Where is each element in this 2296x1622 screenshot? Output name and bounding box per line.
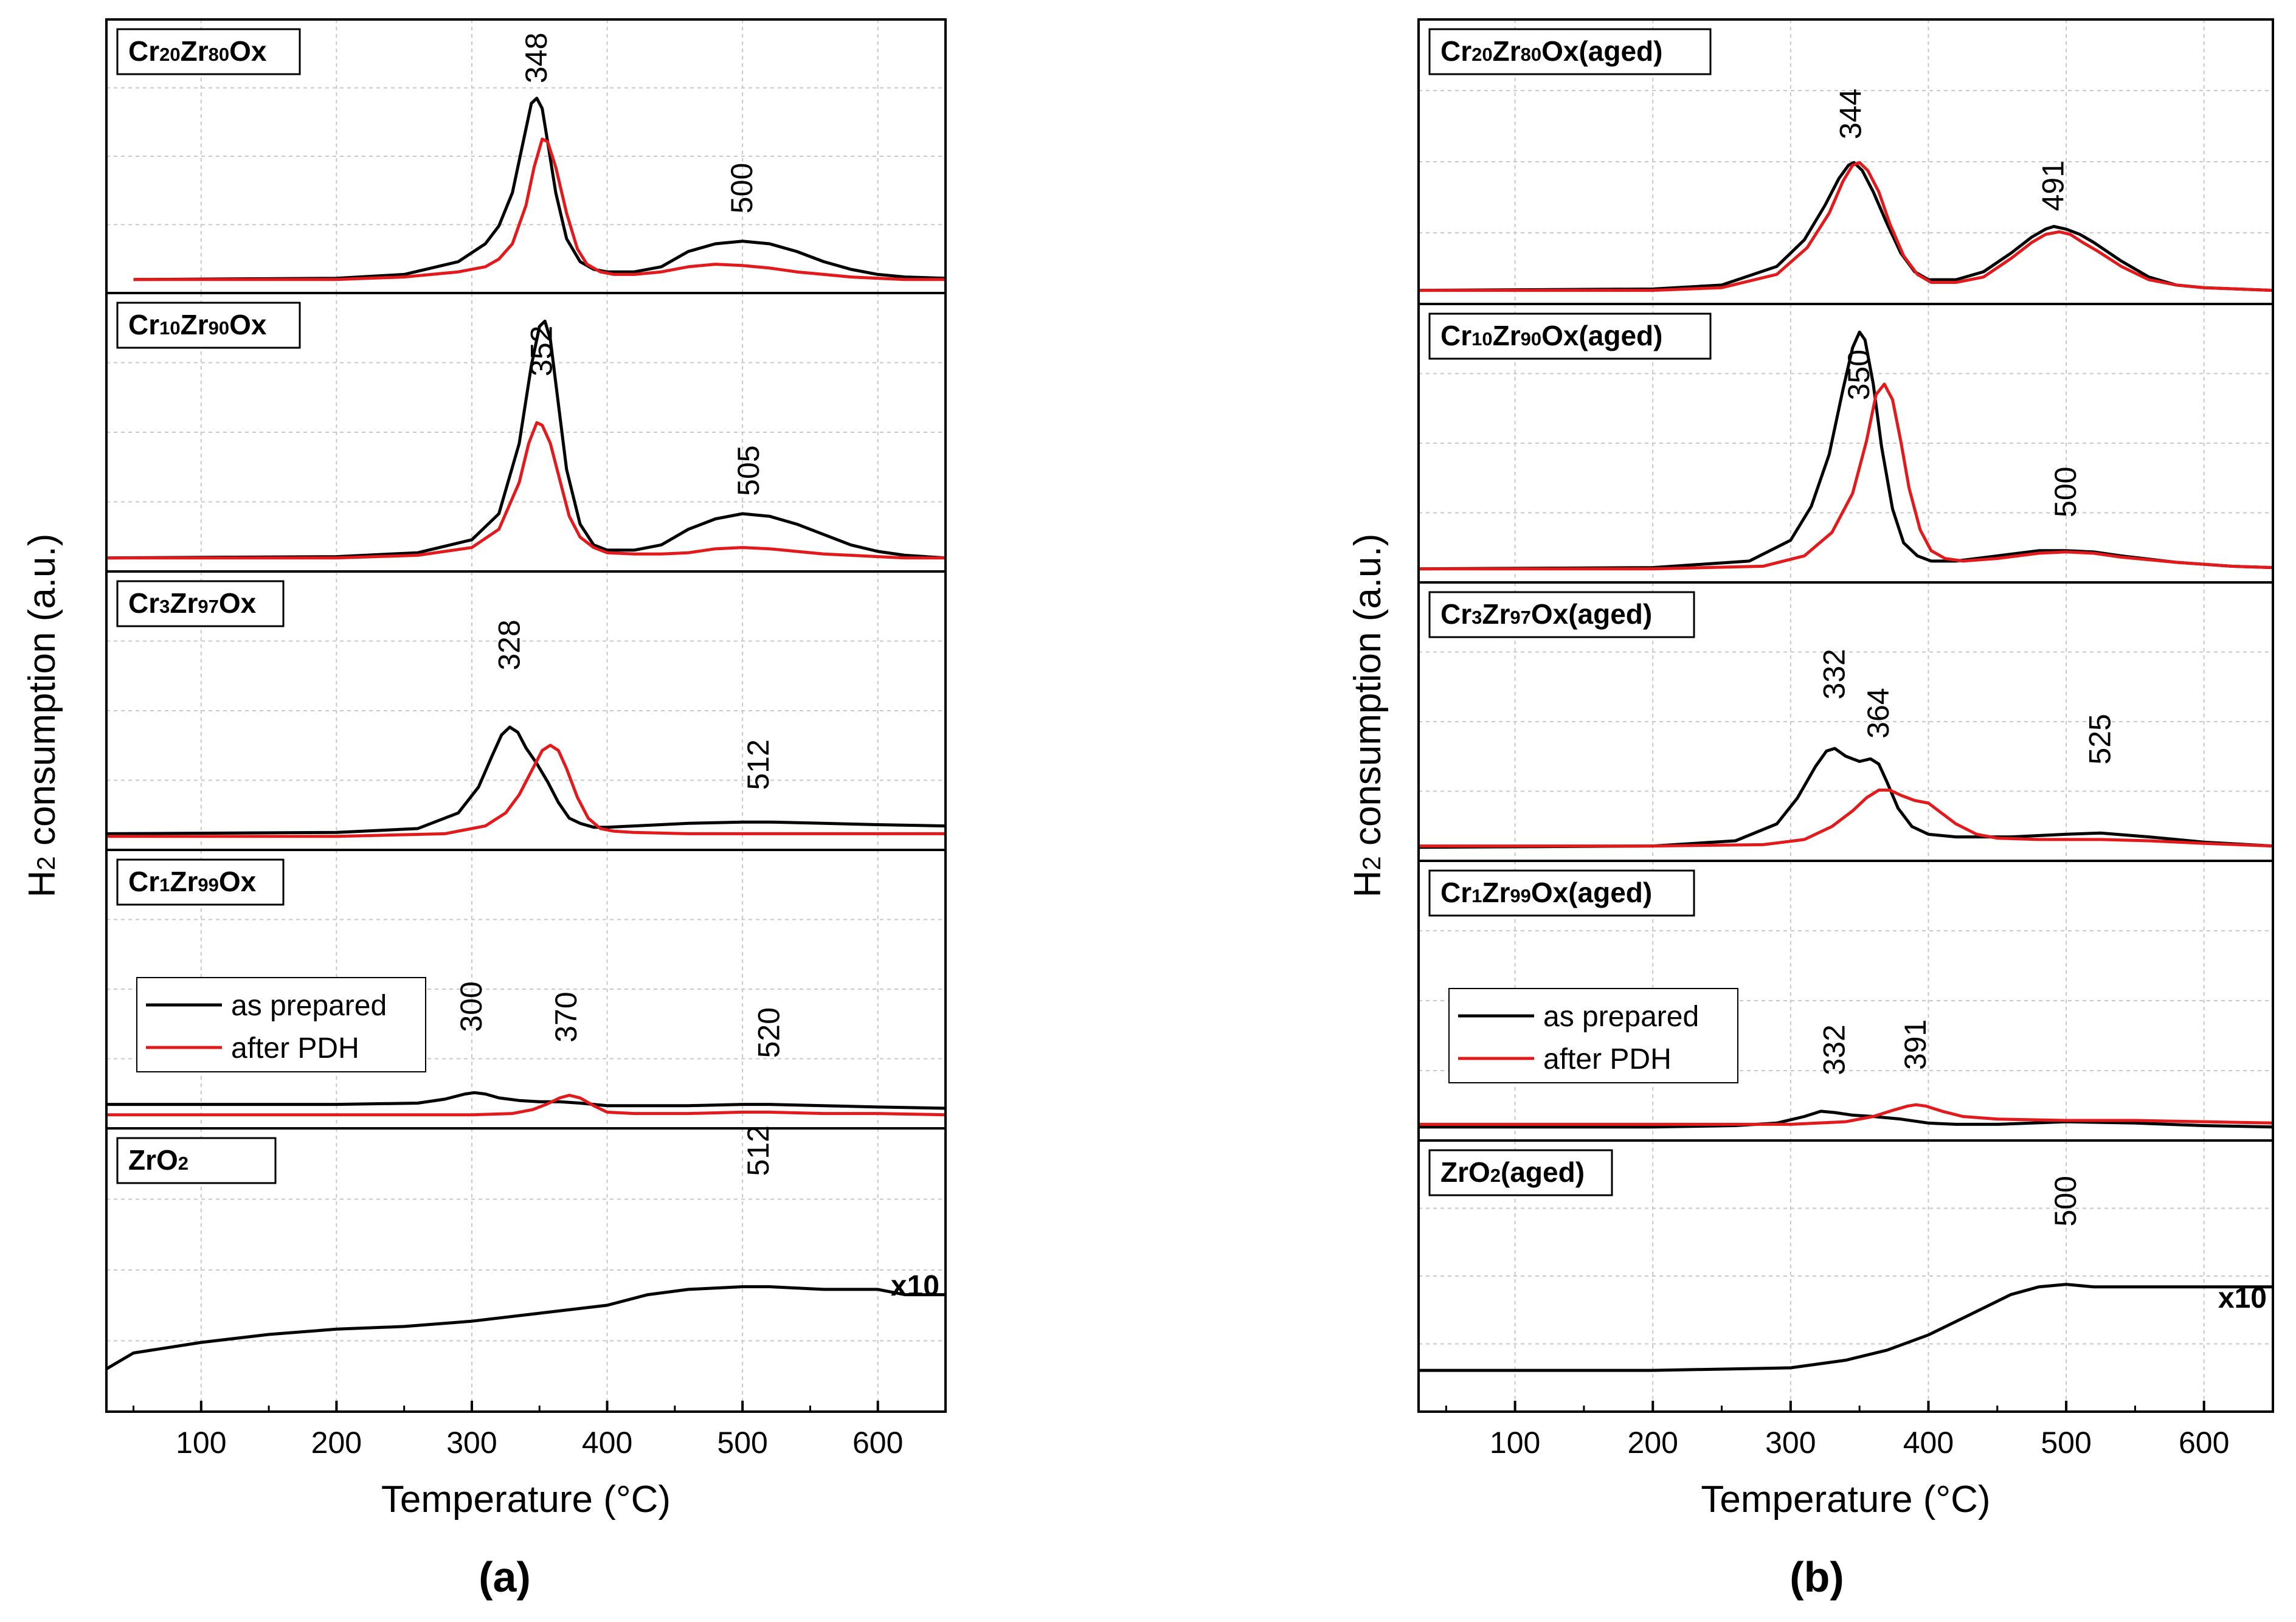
peak-label: 491 — [2036, 160, 2070, 211]
peak-label: 500 — [725, 163, 759, 213]
legend-label-after-pdh: after PDH — [1543, 1043, 1672, 1075]
x-tick-label: 600 — [2179, 1426, 2229, 1460]
series-line — [106, 744, 946, 838]
panel: 332 364 525 Cr3Zr97Ox(aged) — [1417, 581, 2274, 862]
peak-label: 332 — [1817, 1024, 1851, 1075]
y-axis-title: H2 consumption (a.u.) — [21, 534, 63, 898]
panel-label-box — [116, 28, 301, 75]
chart-caption: (b) — [1789, 1553, 1844, 1601]
x-tick-label: 400 — [582, 1426, 632, 1460]
series-line — [1418, 160, 2274, 292]
panel-label-box — [1428, 28, 1712, 75]
panel-label: Cr10Zr90Ox(aged) — [1440, 320, 1662, 351]
peak-label: 391 — [1898, 1020, 1932, 1070]
panel-label: Cr1Zr99Ox(aged) — [1440, 877, 1652, 908]
legend-box — [136, 977, 426, 1072]
panel-label-box — [116, 302, 301, 349]
x-axis-title: Temperature (°C) — [1701, 1479, 1990, 1520]
multiplier-label: x10 — [891, 1270, 939, 1302]
chart-a: 348 500 Cr20Zr80Ox 352 505 Cr10Zr90Ox 328 512 Cr… — [21, 18, 947, 1601]
panel-label: Cr1Zr99Ox — [128, 866, 257, 897]
panel: 300 370 520 Cr1Zr99Ox as prepared after PDH — [105, 849, 947, 1130]
legend-label-as-prepared: as prepared — [231, 990, 387, 1022]
panel-label: Cr3Zr97Ox — [128, 587, 257, 619]
panel-label-box — [1428, 1149, 1613, 1196]
peak-label: 500 — [2049, 467, 2083, 517]
panel-label-box — [1428, 312, 1712, 360]
series-line — [1419, 789, 2274, 848]
panel: 350 500 Cr10Zr90Ox(aged) — [1417, 303, 2274, 584]
series-line — [133, 137, 946, 281]
panel: 332 391 Cr1Zr99Ox(aged) as prepared after PD… — [1417, 860, 2274, 1142]
series-line — [105, 1285, 946, 1370]
peak-label: 350 — [1842, 350, 1876, 400]
peak-label: 300 — [454, 981, 488, 1032]
legend-label-after-pdh: after PDH — [231, 1032, 359, 1065]
peak-label: 525 — [2083, 714, 2117, 764]
panel-label-box — [116, 858, 285, 906]
x-tick-label: 400 — [1903, 1426, 1954, 1460]
series-line — [1418, 747, 2274, 849]
x-tick-label: 300 — [1765, 1426, 1816, 1460]
panel: 500 ZrO2(aged) x10 — [1417, 1139, 2274, 1413]
series-line — [1419, 382, 2274, 571]
panel-label-box — [116, 580, 285, 627]
peak-label: 512 — [741, 1125, 775, 1176]
panel-label: Cr3Zr97Ox(aged) — [1440, 598, 1652, 630]
peak-label: 348 — [519, 33, 553, 83]
panel: 328 512 Cr3Zr97Ox — [105, 570, 947, 851]
series-line — [106, 421, 946, 560]
x-axis-title: Temperature (°C) — [381, 1479, 671, 1520]
panel-label: ZrO2(aged) — [1440, 1156, 1585, 1188]
peak-label: 505 — [731, 445, 766, 495]
panel: 352 505 Cr10Zr90Ox — [105, 292, 947, 573]
x-tick-label: 300 — [446, 1426, 497, 1460]
peak-label: 352 — [525, 326, 559, 376]
peak-label: 332 — [1817, 649, 1851, 699]
series-line — [106, 1091, 946, 1110]
series-line — [1419, 1283, 2273, 1372]
legend-label-as-prepared: as prepared — [1543, 1001, 1699, 1033]
series-line — [106, 1094, 946, 1117]
series-line — [1419, 160, 2274, 292]
x-tick-label: 500 — [717, 1426, 767, 1460]
x-tick-label: 100 — [176, 1426, 226, 1460]
x-tick-label: 600 — [852, 1426, 903, 1460]
peak-label: 500 — [2049, 1176, 2083, 1226]
panel-label-box — [116, 1137, 277, 1184]
x-tick-label: 100 — [1490, 1426, 1540, 1460]
series-line — [106, 319, 946, 560]
legend-box — [1448, 988, 1738, 1083]
x-tick-label: 500 — [2041, 1426, 2091, 1460]
panel: 348 500 Cr20Zr80Ox — [105, 18, 947, 294]
multiplier-label: x10 — [2218, 1282, 2267, 1314]
peak-label: 364 — [1861, 688, 1895, 738]
panel-label: Cr20Zr80Ox — [128, 35, 267, 67]
panel-frame — [105, 1127, 947, 1413]
series-line — [1419, 1103, 2274, 1126]
y-axis-title: H2 consumption (a.u.) — [1347, 534, 1389, 898]
panel: 344 491 Cr20Zr80Ox(aged) — [1417, 18, 2274, 305]
chart-caption: (a) — [479, 1553, 531, 1601]
peak-label: 370 — [549, 992, 583, 1042]
peak-label: 520 — [752, 1007, 786, 1058]
panel-label: Cr10Zr90Ox — [128, 309, 267, 340]
chart-b: 344 491 Cr20Zr80Ox(aged) 350 500 Cr10Zr90Ox(a… — [1347, 18, 2274, 1601]
x-tick-label: 200 — [311, 1426, 362, 1460]
panel-label: Cr20Zr80Ox(aged) — [1440, 35, 1662, 67]
panel-frame — [1417, 1139, 2274, 1413]
panel-label-box — [1428, 591, 1695, 638]
x-tick-label: 200 — [1628, 1426, 1678, 1460]
panel: 512 ZrO2 x10 — [105, 1125, 947, 1413]
series-line — [133, 97, 946, 281]
panel-label: ZrO2 — [128, 1144, 188, 1176]
peak-label: 512 — [741, 739, 775, 790]
panel-label-box — [1428, 869, 1695, 917]
peak-label: 344 — [1834, 89, 1868, 139]
series-line — [106, 725, 946, 835]
peak-label: 328 — [492, 619, 526, 670]
